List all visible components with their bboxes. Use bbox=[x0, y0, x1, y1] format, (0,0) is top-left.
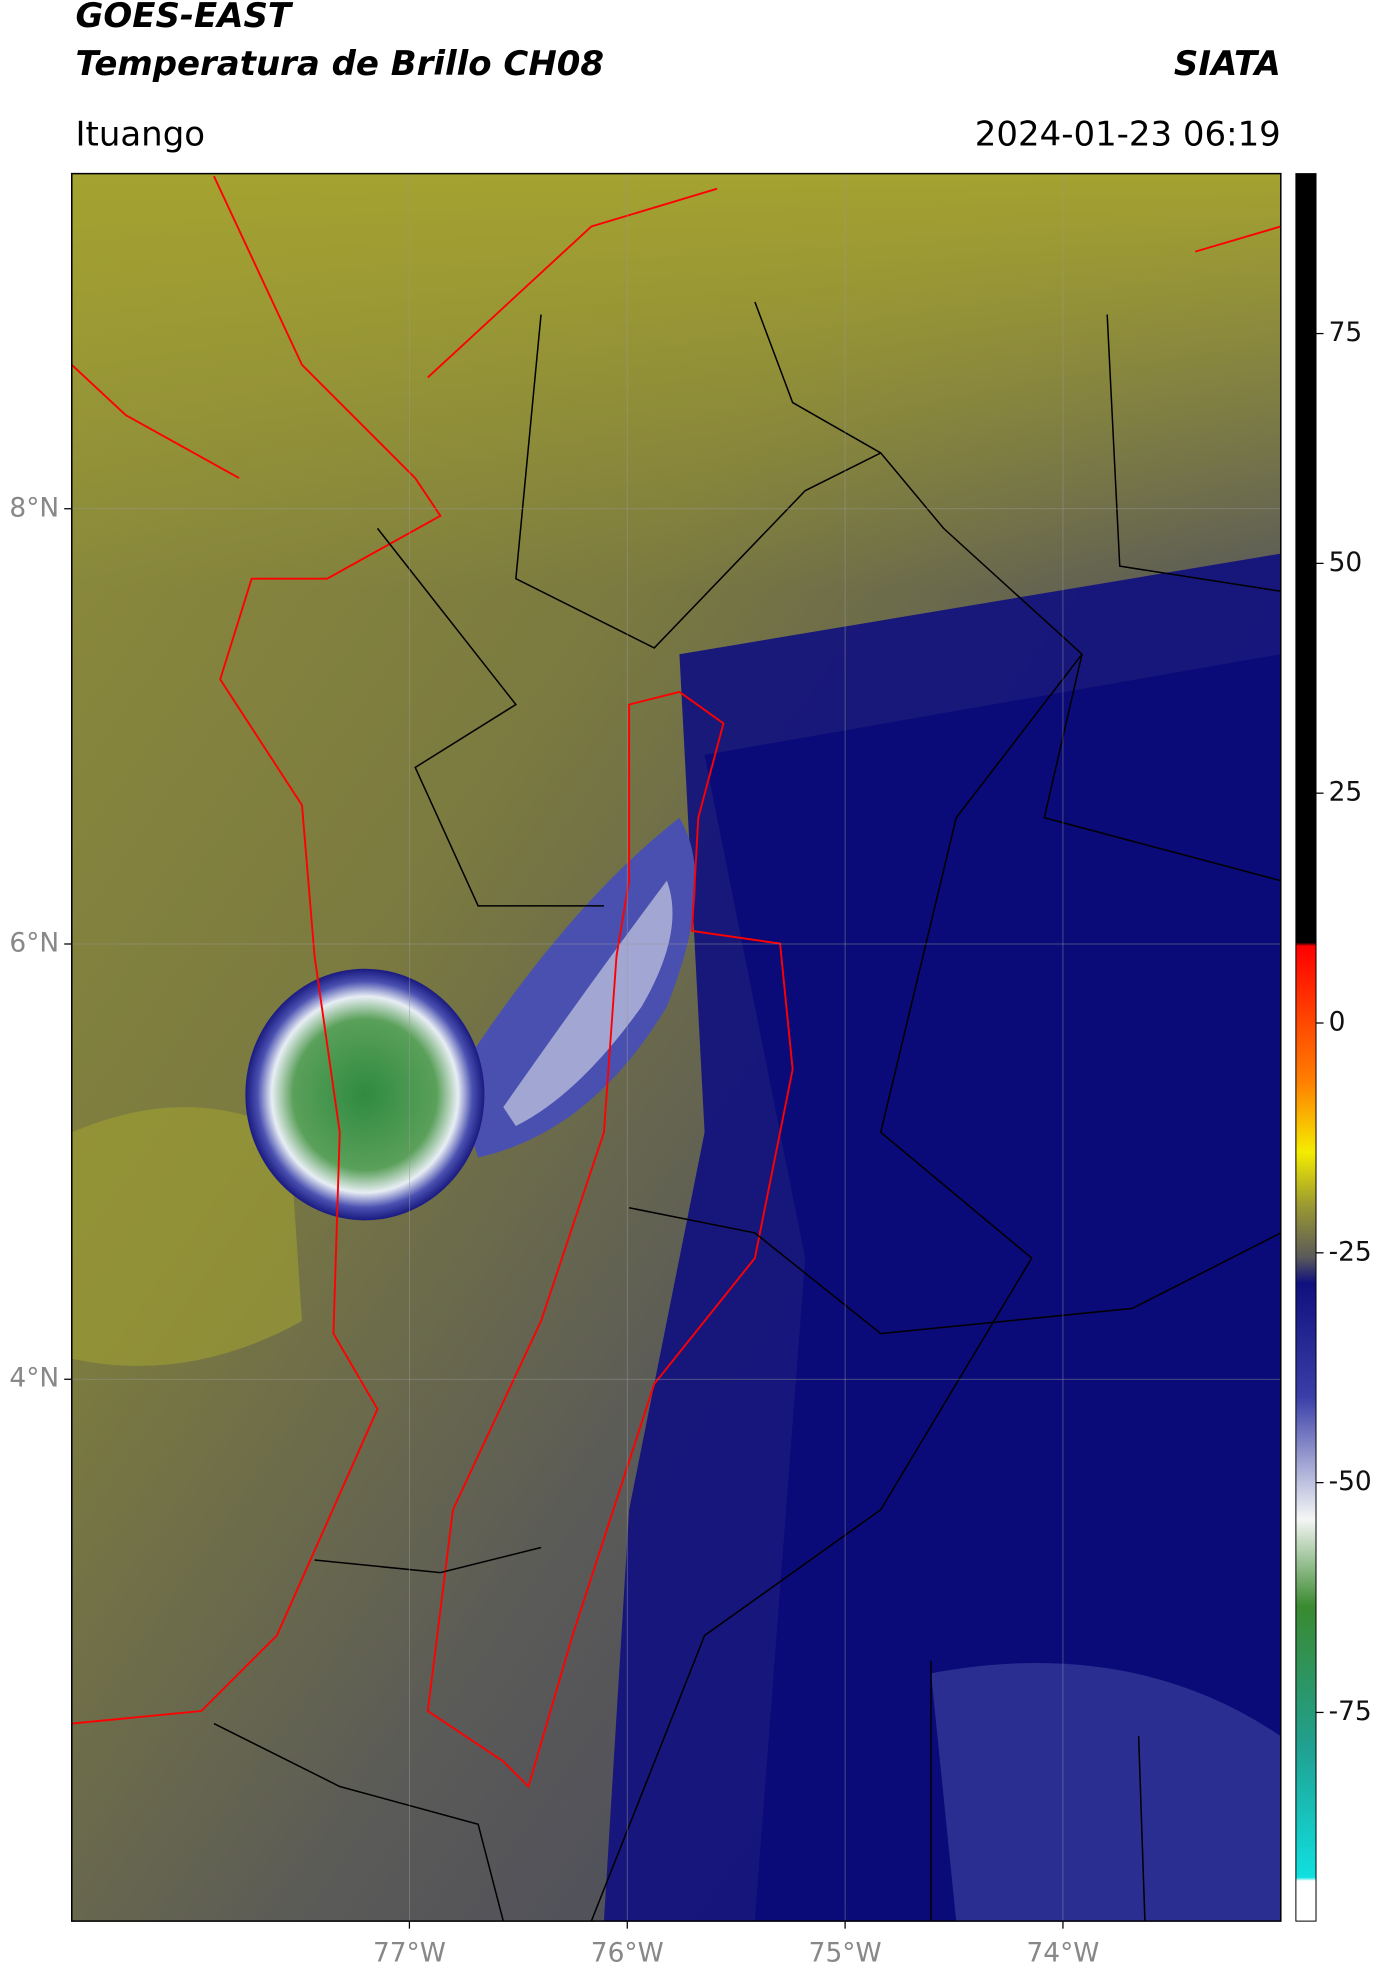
location: Ituango bbox=[76, 114, 206, 154]
y-tick-label: 8°N bbox=[9, 492, 59, 523]
brand: SIATA bbox=[1174, 44, 1281, 84]
colorbar-tick-label: -75 bbox=[1329, 1696, 1372, 1727]
colorbar-tick-label: -25 bbox=[1329, 1236, 1372, 1267]
colorbar-tick-label: 50 bbox=[1329, 547, 1363, 578]
map-image bbox=[71, 173, 1281, 1922]
y-tick-label: 6°N bbox=[9, 927, 59, 958]
colorbar-tick-label: 25 bbox=[1329, 777, 1363, 808]
map-frame bbox=[71, 172, 1282, 1922]
x-tick-label: 75°W bbox=[809, 1937, 882, 1968]
datetime: 2024-01-23 06:19 bbox=[975, 114, 1281, 154]
colorbar bbox=[1295, 173, 1317, 1922]
subtitle: Temperatura de Brillo CH08 bbox=[76, 44, 604, 84]
y-tick-label: 4°N bbox=[9, 1363, 59, 1394]
colorbar-tick-label: 0 bbox=[1329, 1007, 1346, 1038]
title: GOES-EAST bbox=[76, 0, 294, 36]
colorbar-tick-label: -50 bbox=[1329, 1466, 1372, 1497]
x-tick-label: 76°W bbox=[591, 1937, 664, 1968]
x-tick-label: 74°W bbox=[1026, 1937, 1099, 1968]
colorbar-tick-label: 75 bbox=[1329, 317, 1363, 348]
x-tick-label: 77°W bbox=[373, 1937, 446, 1968]
